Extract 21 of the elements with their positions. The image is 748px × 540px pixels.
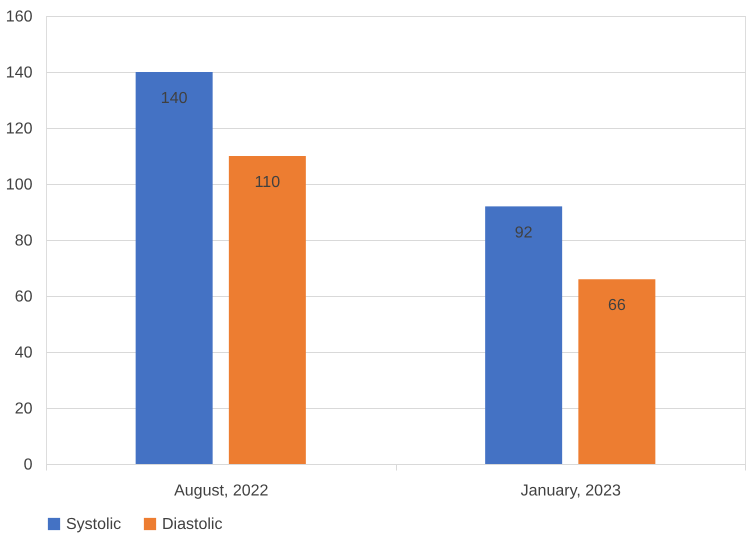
bar — [228, 156, 306, 464]
y-tick-label: 60 — [14, 288, 33, 306]
y-tick-label: 100 — [6, 176, 33, 194]
x-tick-label: January, 2023 — [520, 482, 621, 500]
legend-label: Systolic — [66, 516, 122, 533]
x-tick-label: August, 2022 — [174, 482, 268, 500]
bar — [578, 279, 656, 464]
bar — [136, 72, 213, 464]
data-label: 66 — [608, 297, 626, 314]
data-label: 110 — [254, 174, 280, 191]
data-label: 92 — [514, 224, 533, 242]
y-tick-label: 20 — [14, 400, 33, 418]
y-tick-label: 160 — [6, 8, 33, 26]
legend-label: Diastolic — [162, 516, 222, 533]
bar — [485, 206, 562, 464]
y-tick-label: 0 — [24, 456, 33, 474]
y-tick-label: 40 — [14, 344, 33, 362]
y-tick-label: 120 — [6, 120, 33, 138]
y-tick-label: 140 — [6, 64, 33, 82]
data-label: 140 — [160, 90, 188, 107]
y-tick-label: 80 — [14, 232, 33, 250]
